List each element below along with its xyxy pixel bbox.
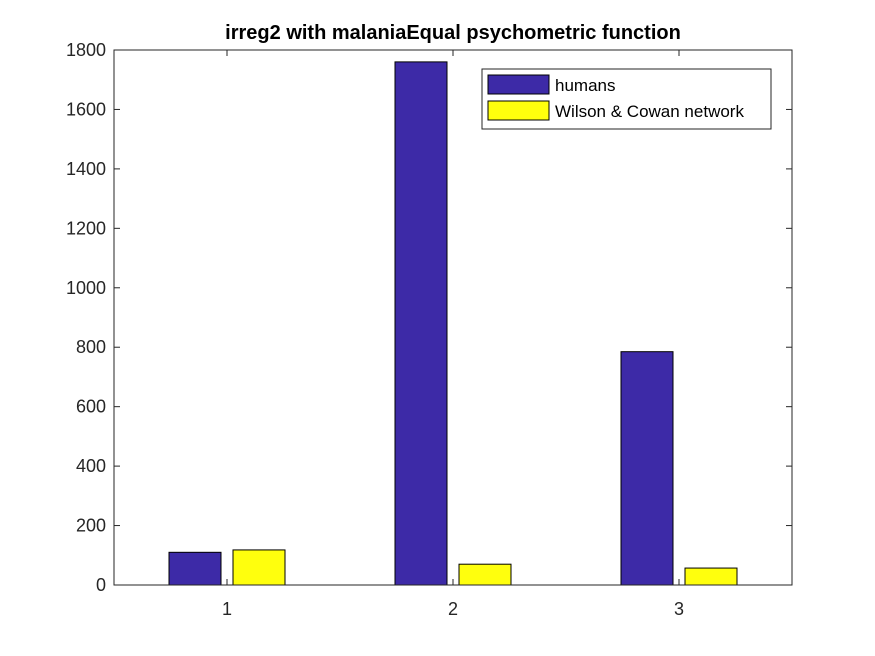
y-tick-label: 200 bbox=[76, 516, 106, 536]
y-tick-label: 0 bbox=[96, 575, 106, 595]
bar-humans-2 bbox=[394, 61, 448, 586]
y-tick-label: 1600 bbox=[66, 99, 106, 119]
bar-humans-3 bbox=[620, 351, 674, 586]
legend-label-network: Wilson & Cowan network bbox=[555, 102, 744, 121]
y-axis: 0 200 400 600 800 1000 1200 1400 1600 1800 bbox=[66, 40, 792, 595]
x-axis: 1 2 3 bbox=[222, 50, 684, 619]
y-tick-label: 400 bbox=[76, 456, 106, 476]
legend-swatch-humans bbox=[487, 74, 550, 95]
y-tick-label: 1200 bbox=[66, 218, 106, 238]
x-tick-label: 2 bbox=[448, 599, 458, 619]
bar-humans-1 bbox=[168, 551, 222, 586]
plot-area bbox=[114, 50, 792, 585]
bar-network-2 bbox=[458, 563, 512, 586]
x-tick-label: 3 bbox=[674, 599, 684, 619]
legend: humans Wilson & Cowan network bbox=[481, 68, 772, 130]
bar-network-3 bbox=[684, 567, 738, 586]
y-tick-label: 1000 bbox=[66, 278, 106, 298]
bars-layer bbox=[168, 61, 738, 586]
y-tick-label: 800 bbox=[76, 337, 106, 357]
chart-title: irreg2 with malaniaEqual psychometric fu… bbox=[225, 22, 681, 44]
y-tick-label: 1800 bbox=[66, 40, 106, 60]
x-tick-label: 1 bbox=[222, 599, 232, 619]
legend-swatch-network bbox=[487, 100, 550, 121]
bar-network-1 bbox=[232, 549, 286, 586]
y-tick-label: 1400 bbox=[66, 159, 106, 179]
y-tick-label: 600 bbox=[76, 397, 106, 417]
legend-label-humans: humans bbox=[555, 76, 615, 95]
